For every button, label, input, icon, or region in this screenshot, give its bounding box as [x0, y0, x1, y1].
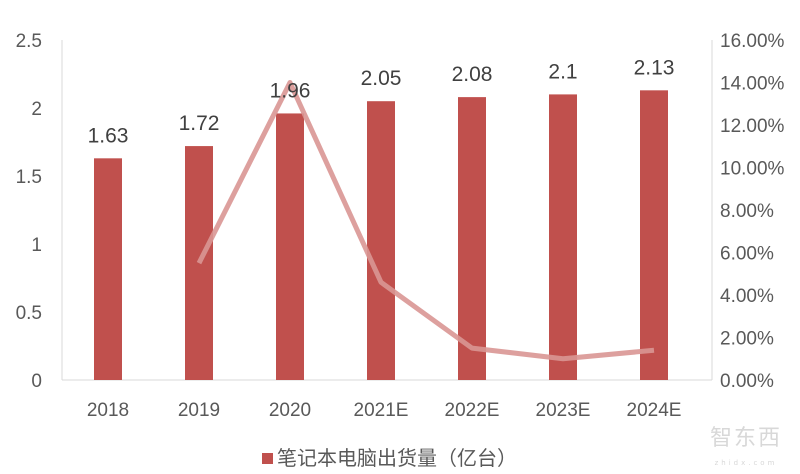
x-tick-label: 2024E [627, 400, 682, 421]
left-tick-label: 1 [31, 235, 42, 256]
right-tick-label: 6.00% [720, 244, 774, 265]
data-label: 1.72 [179, 112, 220, 135]
right-tick-label: 10.00% [720, 159, 785, 180]
bar [94, 158, 122, 380]
x-tick-label: 2019 [178, 400, 220, 421]
data-label: 1.96 [270, 79, 311, 102]
legend-label: 笔记本电脑出货量（亿台） [277, 446, 517, 470]
bar [640, 90, 668, 380]
bar [458, 97, 486, 381]
growth-line [196, 80, 655, 362]
watermark-sub: zhidx.com [714, 459, 778, 467]
data-label: 2.1 [548, 60, 577, 83]
watermark-text: 智东西 [709, 426, 782, 451]
legend-swatch [262, 452, 273, 464]
legend: 笔记本电脑出货量（亿台） [262, 446, 517, 470]
bar [276, 113, 304, 380]
x-tick-label: 2018 [87, 400, 129, 421]
x-tick-label: 2021E [354, 400, 409, 421]
data-label: 2.05 [361, 67, 402, 90]
left-tick-label: 2.5 [16, 31, 42, 52]
right-tick-label: 16.00% [720, 31, 785, 52]
left-tick-label: 2 [31, 99, 42, 120]
right-tick-label: 14.00% [720, 74, 785, 95]
left-tick-label: 0 [31, 371, 42, 392]
x-tick-label: 2022E [445, 400, 500, 421]
right-tick-label: 12.00% [720, 116, 785, 137]
watermark-logo: 智东西 zhidx.com [698, 426, 794, 468]
left-tick-label: 1.5 [16, 167, 42, 188]
right-tick-label: 8.00% [720, 201, 774, 222]
bar [367, 101, 395, 380]
data-label: 1.63 [88, 124, 129, 147]
right-tick-label: 2.00% [720, 329, 774, 350]
data-label: 2.13 [634, 56, 675, 79]
right-tick-label: 0.00% [720, 371, 774, 392]
left-tick-label: 0.5 [16, 303, 42, 324]
x-tick-label: 2023E [536, 400, 591, 421]
data-label: 2.08 [452, 63, 493, 86]
bar [549, 94, 577, 381]
x-tick-label: 2020 [269, 400, 311, 421]
right-tick-label: 4.00% [720, 286, 774, 307]
